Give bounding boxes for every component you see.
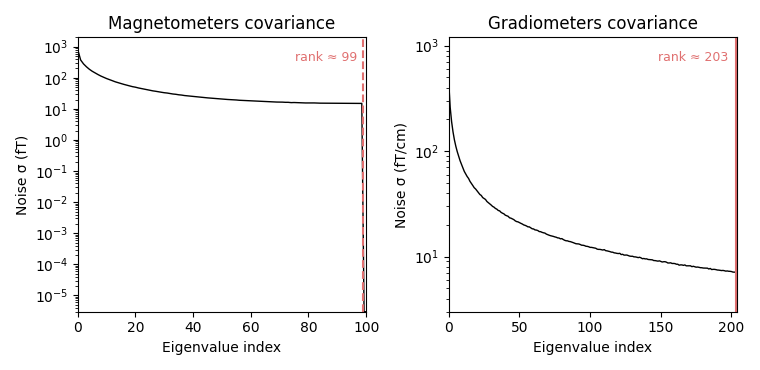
- Y-axis label: Noise σ (fT): Noise σ (fT): [15, 134, 29, 215]
- Text: rank ≈ 99: rank ≈ 99: [295, 51, 357, 64]
- Title: Gradiometers covariance: Gradiometers covariance: [488, 15, 698, 33]
- X-axis label: Eigenvalue index: Eigenvalue index: [534, 341, 653, 355]
- Title: Magnetometers covariance: Magnetometers covariance: [109, 15, 336, 33]
- Text: rank ≈ 203: rank ≈ 203: [658, 51, 729, 64]
- Y-axis label: Noise σ (fT/cm): Noise σ (fT/cm): [394, 121, 408, 228]
- X-axis label: Eigenvalue index: Eigenvalue index: [163, 341, 281, 355]
